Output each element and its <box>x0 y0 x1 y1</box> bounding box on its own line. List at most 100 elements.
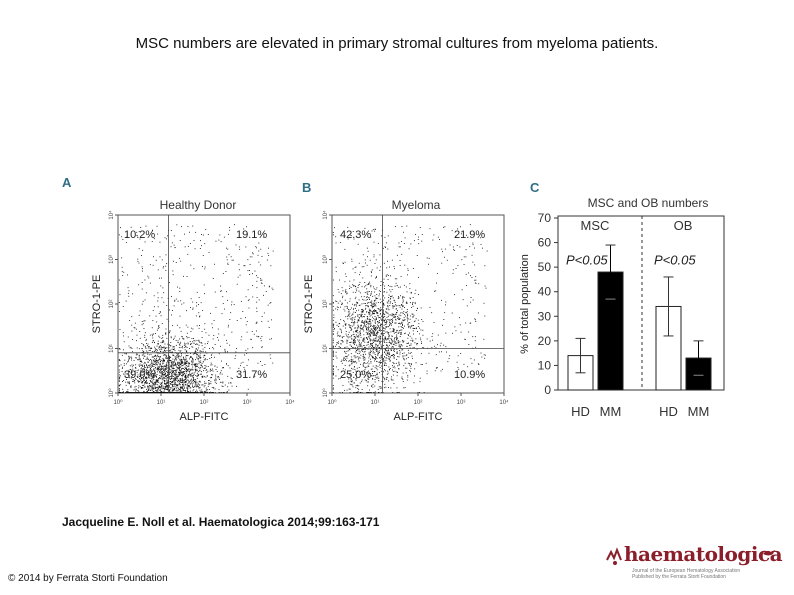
event-dot <box>396 337 398 339</box>
event-dot <box>220 290 221 292</box>
event-dot <box>344 350 345 352</box>
event-dot <box>182 379 184 381</box>
event-dot <box>390 296 392 297</box>
event-dot <box>164 360 165 362</box>
event-dot <box>376 372 378 374</box>
event-dot <box>359 357 361 359</box>
event-dot <box>406 311 408 313</box>
event-dot <box>406 302 408 304</box>
event-dot <box>371 356 373 357</box>
event-dot <box>187 342 189 344</box>
event-dot <box>178 352 180 354</box>
event-dot <box>353 339 355 340</box>
event-dot <box>468 344 470 345</box>
event-dot <box>409 370 411 371</box>
event-dot <box>369 311 371 313</box>
event-dot <box>469 224 471 226</box>
event-dot <box>146 367 148 369</box>
event-dot <box>373 349 375 350</box>
event-dot <box>373 332 375 334</box>
event-dot <box>166 347 168 349</box>
event-dot <box>161 359 163 361</box>
event-dot <box>193 379 195 381</box>
event-dot <box>339 378 341 380</box>
event-dot <box>130 392 132 393</box>
event-dot <box>182 384 184 386</box>
event-dot <box>186 371 188 372</box>
event-dot <box>340 319 342 321</box>
event-dot <box>134 386 136 388</box>
event-dot <box>213 348 215 350</box>
event-dot <box>351 360 353 362</box>
event-dot <box>199 350 201 352</box>
event-dot <box>168 374 170 375</box>
event-dot <box>356 330 357 332</box>
event-dot <box>122 332 124 334</box>
event-dot <box>419 381 421 383</box>
event-dot <box>144 345 146 347</box>
event-dot <box>407 318 409 320</box>
event-dot <box>379 352 380 353</box>
event-dot <box>245 296 247 298</box>
event-dot <box>348 309 349 310</box>
event-dot <box>249 274 251 275</box>
event-dot <box>154 382 156 384</box>
event-dot <box>153 387 155 389</box>
event-dot <box>167 372 168 374</box>
event-dot <box>468 331 470 333</box>
event-dot <box>463 256 465 258</box>
event-dot <box>380 333 382 335</box>
event-dot <box>339 323 341 324</box>
event-dot <box>392 369 393 371</box>
event-dot <box>162 378 164 380</box>
event-dot <box>161 348 163 350</box>
haematologica-logo[interactable]: haematologica Journal of the European He… <box>600 540 790 580</box>
event-dot <box>386 312 388 314</box>
event-dot <box>123 349 124 351</box>
event-dot <box>405 312 407 313</box>
event-dot <box>359 333 361 335</box>
event-dot <box>484 315 486 317</box>
event-dot <box>162 358 164 359</box>
event-dot <box>390 297 392 299</box>
event-dot <box>382 317 384 319</box>
event-dot <box>371 375 373 377</box>
event-dot <box>353 355 355 357</box>
event-dot <box>182 373 184 375</box>
event-dot <box>177 368 179 369</box>
event-dot <box>182 386 183 388</box>
event-dot <box>182 347 184 349</box>
event-dot <box>196 325 198 327</box>
event-dot <box>154 342 155 344</box>
event-dot <box>219 373 221 375</box>
event-dot <box>188 380 190 382</box>
panel-letter-b: B <box>302 180 312 195</box>
event-dot <box>167 380 169 382</box>
event-dot <box>257 277 259 278</box>
event-dot <box>192 376 194 378</box>
event-dot <box>162 392 163 393</box>
event-dot <box>342 368 344 370</box>
event-dot <box>147 362 149 363</box>
event-dot <box>215 382 217 384</box>
event-dot <box>368 378 370 380</box>
event-dot <box>173 370 175 371</box>
event-dot <box>217 328 219 330</box>
event-dot <box>362 329 364 331</box>
event-dot <box>376 310 377 312</box>
event-dot <box>336 342 338 344</box>
event-dot <box>199 316 200 318</box>
event-dot <box>373 300 375 302</box>
event-dot <box>404 355 406 357</box>
event-dot <box>159 389 161 391</box>
event-dot <box>406 309 408 310</box>
event-dot <box>398 362 400 364</box>
event-dot <box>163 369 165 371</box>
event-dot <box>192 380 194 382</box>
event-dot <box>160 387 162 389</box>
event-dot <box>146 391 147 393</box>
event-dot <box>344 369 346 371</box>
event-dot <box>261 346 263 348</box>
event-dot <box>141 378 143 380</box>
event-dot <box>358 348 360 350</box>
